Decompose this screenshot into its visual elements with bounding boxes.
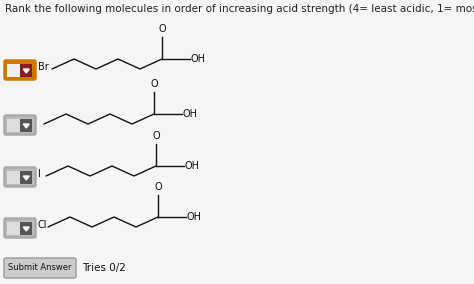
- Polygon shape: [23, 124, 29, 128]
- Text: Submit Answer: Submit Answer: [8, 264, 72, 273]
- Bar: [20, 118, 33, 131]
- Bar: [20, 222, 33, 235]
- Bar: [20, 64, 33, 76]
- Bar: [20, 170, 33, 183]
- FancyBboxPatch shape: [4, 60, 36, 80]
- Text: I: I: [38, 169, 41, 179]
- Text: Rank the following molecules in order of increasing acid strength (4= least acid: Rank the following molecules in order of…: [5, 4, 474, 14]
- Polygon shape: [23, 69, 29, 73]
- Text: O: O: [154, 182, 162, 192]
- Text: OH: OH: [185, 161, 200, 171]
- Text: Cl: Cl: [38, 220, 47, 230]
- Polygon shape: [23, 176, 29, 180]
- Text: O: O: [158, 24, 166, 34]
- Polygon shape: [23, 227, 29, 231]
- Text: OH: OH: [187, 212, 202, 222]
- Text: Br: Br: [38, 62, 49, 72]
- Text: OH: OH: [183, 109, 198, 119]
- Bar: [8, 170, 20, 183]
- Text: O: O: [150, 79, 158, 89]
- Bar: [8, 64, 20, 76]
- Text: O: O: [152, 131, 160, 141]
- FancyBboxPatch shape: [4, 258, 76, 278]
- Bar: [8, 222, 20, 235]
- FancyBboxPatch shape: [4, 168, 36, 187]
- FancyBboxPatch shape: [4, 116, 36, 135]
- Bar: [8, 118, 20, 131]
- FancyBboxPatch shape: [4, 218, 36, 237]
- Text: OH: OH: [191, 54, 206, 64]
- Text: Tries 0/2: Tries 0/2: [82, 263, 126, 273]
